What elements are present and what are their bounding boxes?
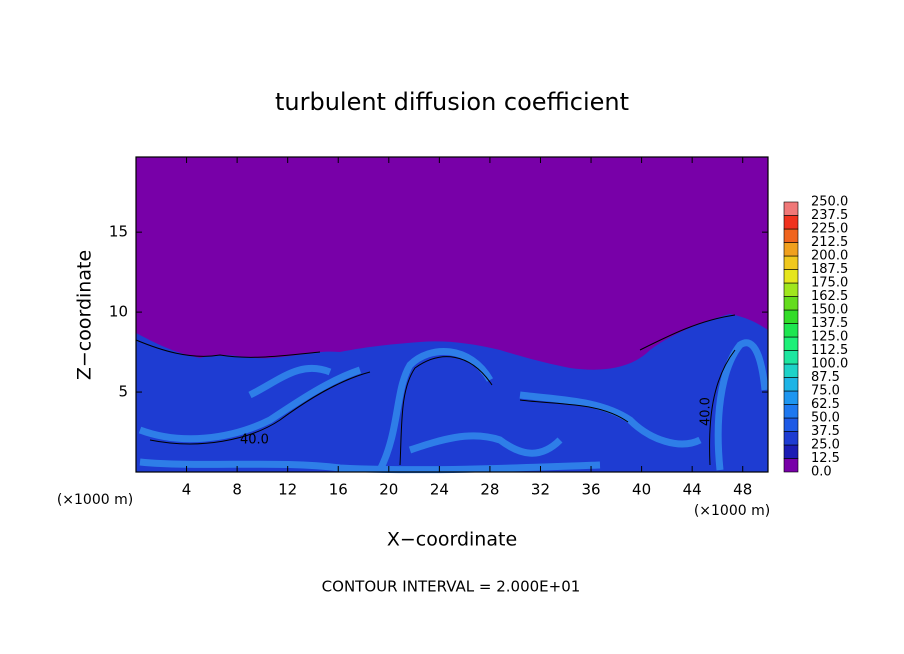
x-tick-label: 36 bbox=[581, 481, 600, 499]
colorbar-tick-label: 50.0 bbox=[811, 411, 840, 426]
colorbar-tick-label: 200.0 bbox=[811, 249, 848, 264]
colorbar-tick-label: 12.5 bbox=[811, 451, 840, 466]
colorbar-tick-label: 0.0 bbox=[811, 465, 832, 480]
colorbar-tick-label: 225.0 bbox=[811, 222, 848, 237]
colorbar-band bbox=[783, 228, 799, 243]
colorbar-band bbox=[783, 323, 799, 338]
x-tick-label: 4 bbox=[182, 481, 192, 499]
colorbar-band bbox=[783, 458, 799, 473]
colorbar-tick-label: 112.5 bbox=[811, 343, 848, 358]
colorbar-band bbox=[783, 282, 799, 297]
colorbar-band bbox=[783, 215, 799, 230]
colorbar-tick-label: 250.0 bbox=[811, 195, 848, 210]
x-tick-label: 32 bbox=[531, 481, 550, 499]
colorbar-band bbox=[783, 255, 799, 270]
field-region bbox=[136, 314, 768, 472]
plot-frame bbox=[135, 156, 769, 473]
chart-title: turbulent diffusion coefficient bbox=[275, 88, 629, 116]
contour-field: 40.0 40.0 bbox=[135, 157, 769, 474]
colorbar-band bbox=[783, 309, 799, 324]
colorbar-tick-label: 75.0 bbox=[811, 384, 840, 399]
colorbar-tick-label: 175.0 bbox=[811, 276, 848, 291]
x-tick-label: 24 bbox=[430, 481, 449, 499]
colorbar-band bbox=[783, 431, 799, 446]
colorbar-band bbox=[783, 390, 799, 405]
colorbar-tick-label: 137.5 bbox=[811, 316, 848, 331]
colorbar-tick-label: 25.0 bbox=[811, 438, 840, 453]
x-tick-label: 28 bbox=[480, 481, 499, 499]
x-tick-label: 16 bbox=[329, 481, 348, 499]
colorbar-band bbox=[783, 350, 799, 365]
colorbar-band bbox=[783, 377, 799, 392]
colorbar-tick-label: 100.0 bbox=[811, 357, 848, 372]
colorbar-tick-label: 87.5 bbox=[811, 370, 840, 385]
field-streaks bbox=[138, 339, 769, 474]
x-axis-label: X−coordinate bbox=[387, 529, 517, 551]
y-unit-label: (×1000 m) bbox=[57, 492, 133, 508]
colorbar-band bbox=[783, 363, 799, 378]
contour-label: 40.0 bbox=[240, 433, 269, 448]
colorbar-tick-label: 237.5 bbox=[811, 208, 848, 223]
colorbar-tick-label: 150.0 bbox=[811, 303, 848, 318]
x-tick-label: 8 bbox=[232, 481, 242, 499]
colorbar-band bbox=[783, 201, 799, 216]
colorbar-tick-label: 187.5 bbox=[811, 262, 848, 277]
colorbar-tick-label: 212.5 bbox=[811, 235, 848, 250]
y-axis-label: Z−coordinate bbox=[74, 250, 96, 380]
colorbar-band bbox=[783, 242, 799, 257]
x-unit-label: (×1000 m) bbox=[694, 503, 770, 519]
colorbar-tick-label: 162.5 bbox=[811, 289, 848, 304]
colorbar-tick-label: 125.0 bbox=[811, 330, 848, 345]
colorbar-band bbox=[783, 296, 799, 311]
colorbar-band bbox=[783, 404, 799, 419]
contour-lines bbox=[135, 314, 736, 466]
x-tick-label: 20 bbox=[379, 481, 398, 499]
x-tick-label: 44 bbox=[683, 481, 702, 499]
colorbar-band bbox=[783, 269, 799, 284]
colorbar-band bbox=[783, 417, 799, 432]
colorbar-tick-label: 62.5 bbox=[811, 397, 840, 412]
x-tick-label: 12 bbox=[278, 481, 297, 499]
colorbar-band bbox=[783, 444, 799, 459]
x-tick-label: 48 bbox=[733, 481, 752, 499]
contour-label: 40.0 bbox=[699, 397, 714, 426]
colorbar-tick-label: 37.5 bbox=[811, 424, 840, 439]
y-tick-label: 5 bbox=[118, 383, 128, 401]
y-tick-label: 10 bbox=[109, 303, 128, 321]
x-tick-label: 40 bbox=[632, 481, 651, 499]
colorbar-band bbox=[783, 336, 799, 351]
y-tick-label: 15 bbox=[109, 223, 128, 241]
annotation: CONTOUR INTERVAL = 2.000E+01 bbox=[322, 578, 581, 596]
